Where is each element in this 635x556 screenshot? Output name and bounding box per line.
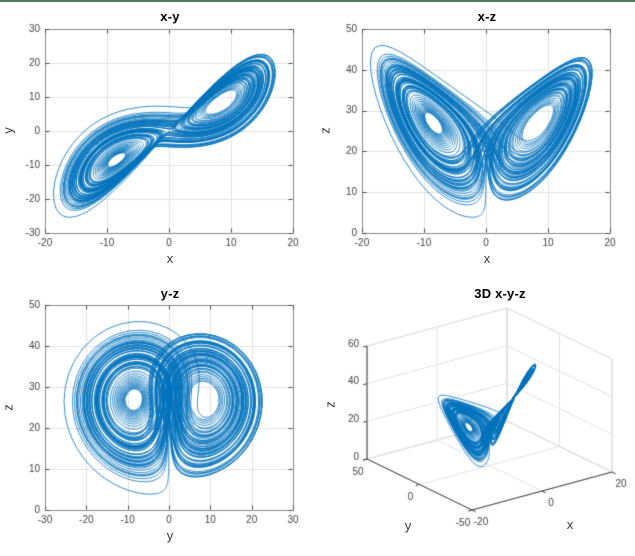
xz-x-axis-label: x: [483, 251, 491, 266]
subplot-xz: x-z x z: [317, 2, 635, 279]
xyz-y-axis-label: y: [404, 518, 412, 533]
subplot-xy: x-y x y: [0, 2, 317, 279]
plot-title-xy: x-y: [160, 9, 180, 24]
yz-x-axis-label: y: [166, 528, 174, 543]
plot-canvas-xy: [0, 2, 317, 279]
subplot-yz: y-z y z: [0, 279, 317, 556]
xy-x-axis-label: x: [166, 251, 174, 266]
plot-canvas-xz: [317, 2, 635, 279]
xyz-x-axis-label: x: [566, 517, 574, 532]
plot-title-yz: y-z: [160, 286, 180, 301]
subplot-3d-xyz: 3D x-y-z x y z: [317, 279, 635, 556]
yz-y-axis-label: z: [0, 404, 16, 411]
xyz-z-axis-label: z: [322, 401, 338, 408]
window-top-border: [0, 0, 635, 2]
plot-canvas-yz: [0, 279, 317, 556]
plot-title-xz: x-z: [477, 9, 497, 24]
xy-y-axis-label: y: [0, 127, 16, 134]
plot-title-3d: 3D x-y-z: [474, 286, 526, 301]
xz-y-axis-label: z: [317, 127, 333, 134]
plot-canvas-xyz: [317, 279, 635, 556]
